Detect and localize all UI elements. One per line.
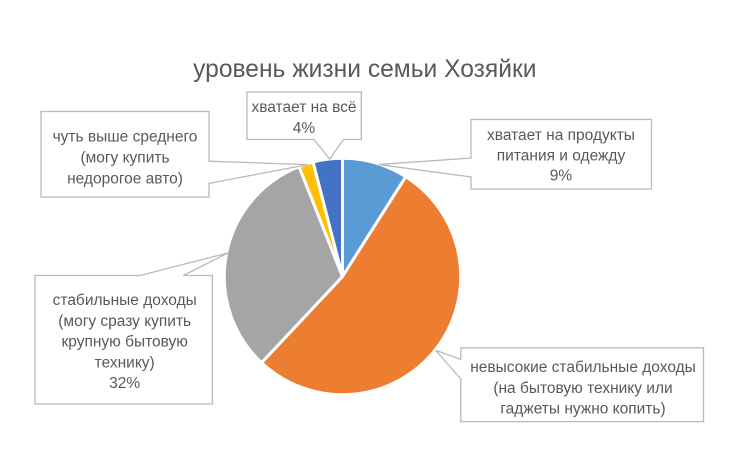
- svg-text:недорогое авто): недорогое авто): [67, 170, 183, 187]
- svg-text:(на бытовую технику или: (на бытовую технику или: [493, 380, 672, 397]
- svg-text:(могу сразу купить: (могу сразу купить: [58, 313, 191, 330]
- svg-text:невысокие стабильные доходы: невысокие стабильные доходы: [470, 359, 696, 376]
- svg-text:чуть выше среднего: чуть выше среднего: [53, 129, 198, 146]
- svg-text:32%: 32%: [109, 375, 140, 392]
- svg-text:хватает на всё: хватает на всё: [251, 99, 356, 116]
- svg-text:крупную бытовую: крупную бытовую: [61, 334, 187, 351]
- svg-text:4%: 4%: [293, 120, 316, 137]
- svg-text:питания и одежду: питания и одежду: [497, 148, 626, 165]
- svg-text:хватает на продукты: хватает на продукты: [487, 127, 635, 144]
- svg-text:уровень жизни семьи Хозяйки: уровень жизни семьи Хозяйки: [193, 56, 536, 83]
- svg-text:стабильные доходы: стабильные доходы: [53, 292, 197, 309]
- svg-text:(могу купить: (могу купить: [80, 150, 169, 167]
- svg-text:9%: 9%: [550, 167, 573, 184]
- svg-text:технику): технику): [95, 355, 155, 372]
- svg-text:гаджеты нужно копить): гаджеты нужно копить): [500, 401, 665, 418]
